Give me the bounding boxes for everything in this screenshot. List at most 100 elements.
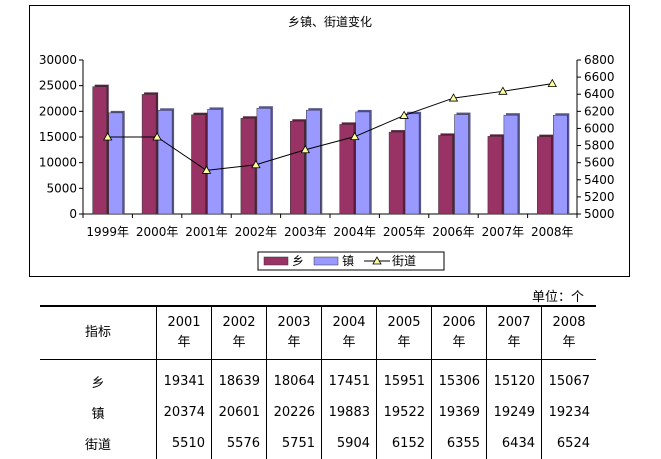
header-year: 2006 年 <box>431 305 487 360</box>
left-tick-label: 5000 <box>46 181 77 195</box>
bar-xiang <box>438 135 453 215</box>
table-cell: 5510 <box>156 428 212 459</box>
header-year: 2003 年 <box>266 305 322 360</box>
table-cell: 17451 <box>321 359 377 397</box>
right-tick-label: 5600 <box>584 156 615 170</box>
line-point <box>103 132 113 141</box>
line-point <box>201 165 212 174</box>
table-cell: 5576 <box>211 428 267 459</box>
table-cell: 6434 <box>486 428 542 459</box>
table-cell: 19234 <box>541 397 596 428</box>
line-point <box>399 110 409 119</box>
left-tick-label: 15000 <box>39 130 77 144</box>
bar-zhen <box>454 114 469 215</box>
line-point <box>547 78 557 88</box>
left-tick-label: 10000 <box>39 156 77 170</box>
bar-xiang <box>191 114 206 215</box>
x-tick-label: 2008年 <box>531 225 574 239</box>
table-cell: 20374 <box>156 397 212 428</box>
table-row: 街道 5510 5576 5751 5904 6152 6355 6434 65… <box>40 428 596 459</box>
bar-xiang <box>487 136 503 215</box>
table-cell: 15067 <box>541 359 596 397</box>
right-tick-label: 5400 <box>584 173 615 187</box>
table-cell: 19369 <box>431 397 487 428</box>
legend-label: 街道 <box>392 254 416 268</box>
legend-swatch <box>313 256 339 266</box>
combo-chart: 乡镇、街道变化 0 5000 10000 15000 20000 25000 30000 500… <box>39 14 615 271</box>
table-header-row: 指标 2001 年 2002 年 2003 年 2004 年 2005 年 2006 年 2… <box>40 305 596 360</box>
bar-xiang <box>141 94 157 215</box>
bar-zhen <box>503 114 519 215</box>
chart-container: 乡镇、街道变化 0 5000 10000 15000 20000 25000 30000 500… <box>29 5 630 277</box>
header-year: 2005 年 <box>376 305 432 360</box>
left-tick-label: 0 <box>69 207 77 221</box>
x-tick-label: 2006年 <box>432 225 475 239</box>
table-cell: 15306 <box>431 359 487 397</box>
bar-zhen <box>256 107 272 215</box>
bar-zhen <box>207 109 222 215</box>
header-year: 2007 年 <box>486 305 542 360</box>
chart-title: 乡镇、街道变化 <box>288 14 372 29</box>
table-cell: 6524 <box>541 428 596 459</box>
left-tick-label: 25000 <box>39 79 77 93</box>
bar-xiang <box>290 121 305 215</box>
header-year: 2001 年 <box>156 305 212 360</box>
x-tick-label: 2007年 <box>482 225 525 239</box>
bar-zhen <box>404 113 420 215</box>
table-cell: 5904 <box>321 428 377 459</box>
bar-xiang <box>339 124 354 215</box>
right-tick-label: 5800 <box>584 139 615 153</box>
left-tick-label: 30000 <box>39 53 77 67</box>
x-tick-label: 2001年 <box>185 225 228 239</box>
x-tick-label: 2002年 <box>235 225 278 239</box>
right-tick-label: 6800 <box>584 53 615 67</box>
table-cell: 18639 <box>211 359 267 397</box>
bar-zhen <box>108 112 123 215</box>
unit-label: 单位：个 <box>532 290 585 305</box>
x-tick-label: 2000年 <box>136 225 179 239</box>
line-point <box>498 86 508 95</box>
x-tick-label: 2004年 <box>333 225 376 239</box>
x-tick-label: 2005年 <box>383 225 426 239</box>
right-tick-label: 5000 <box>584 207 615 221</box>
table-cell: 15951 <box>376 359 432 397</box>
x-tick-label: 1999年 <box>86 225 129 239</box>
table-cell: 6355 <box>431 428 487 459</box>
table-cell: 19522 <box>376 397 432 428</box>
table-cell: 19883 <box>321 397 377 428</box>
table-row: 镇 20374 20601 20226 19883 19522 19369 19… <box>40 397 596 428</box>
legend-marker <box>372 256 382 265</box>
table-cell: 19341 <box>156 359 212 397</box>
line-point <box>152 132 162 141</box>
right-tick-label: 6400 <box>584 87 615 101</box>
row-label: 镇 <box>91 407 105 422</box>
x-tick-label: 2003年 <box>284 225 327 239</box>
bar-xiang <box>537 136 552 215</box>
header-year: 2002 年 <box>211 305 267 360</box>
row-label: 乡 <box>91 376 105 391</box>
table-cell: 6152 <box>376 428 432 459</box>
line-point <box>300 144 310 154</box>
header-year: 2008 年 <box>541 305 596 360</box>
left-tick-label: 20000 <box>39 104 77 118</box>
legend-label: 乡 <box>292 254 304 268</box>
right-tick-label: 6000 <box>584 121 615 135</box>
bar-zhen <box>157 110 173 215</box>
row-label: 街道 <box>84 438 111 453</box>
legend-label: 镇 <box>342 254 354 268</box>
line-point <box>251 159 261 169</box>
header-year: 2004 年 <box>321 305 377 360</box>
table-cell: 20226 <box>266 397 322 428</box>
table-cell: 5751 <box>266 428 322 459</box>
data-table: 指标 2001 年 2002 年 2003 年 2004 年 2005 年 2006 年 2… <box>40 305 596 459</box>
line-jiedao <box>107 83 553 171</box>
line-point <box>350 131 360 141</box>
table-cell: 15120 <box>486 359 542 397</box>
table-row: 乡 19341 18639 18064 17451 15951 15306 15… <box>40 359 596 397</box>
line-point <box>448 93 459 102</box>
table-cell: 18064 <box>266 359 322 397</box>
table-cell: 20601 <box>211 397 267 428</box>
bar-zhen <box>553 115 568 215</box>
right-tick-label: 6600 <box>584 70 615 84</box>
legend-swatch <box>263 256 289 266</box>
